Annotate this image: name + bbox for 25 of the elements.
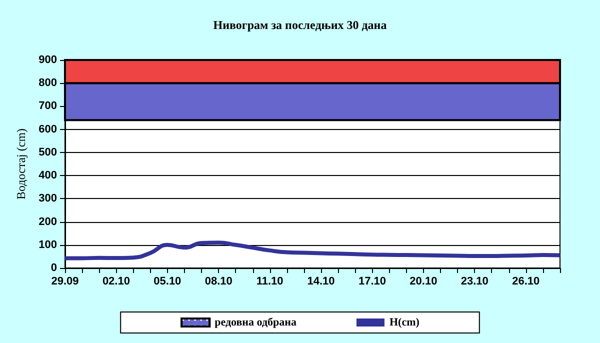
x-tick-label: 23.10: [460, 276, 488, 288]
y-tick-label: 200: [38, 216, 57, 228]
y-tick-label: 100: [38, 238, 57, 251]
x-tick-label: 20.10: [410, 276, 438, 288]
y-tick-label: 500: [38, 146, 57, 158]
x-tick-label: 29.09: [51, 276, 79, 288]
line-series: [63, 240, 562, 260]
x-tick-label: 08.10: [204, 276, 232, 288]
x-tick-label: 14.10: [307, 276, 335, 288]
y-tick-label: 800: [38, 77, 57, 90]
x-tick-label: 02.10: [102, 276, 130, 288]
x-tick-label: 26.10: [512, 276, 540, 288]
legend-label: редовна одбрана: [214, 316, 297, 328]
chart-title: Нивограм за последњих 30 дана: [213, 18, 387, 32]
x-tick-label: 11.10: [256, 276, 284, 288]
legend-label: H(cm): [389, 316, 420, 328]
x-tick-label: 17.10: [358, 276, 386, 288]
y-tick-label: 300: [38, 192, 57, 205]
x-tick-label: 05.10: [154, 276, 182, 288]
y-tick-label: 900: [38, 54, 57, 66]
y-tick-label: 400: [38, 170, 57, 182]
y-tick-label: 600: [38, 123, 57, 136]
y-axis-title: Водостај (cm): [14, 128, 28, 200]
y-tick-label: 700: [38, 100, 57, 112]
y-tick-label: 0: [50, 262, 57, 274]
